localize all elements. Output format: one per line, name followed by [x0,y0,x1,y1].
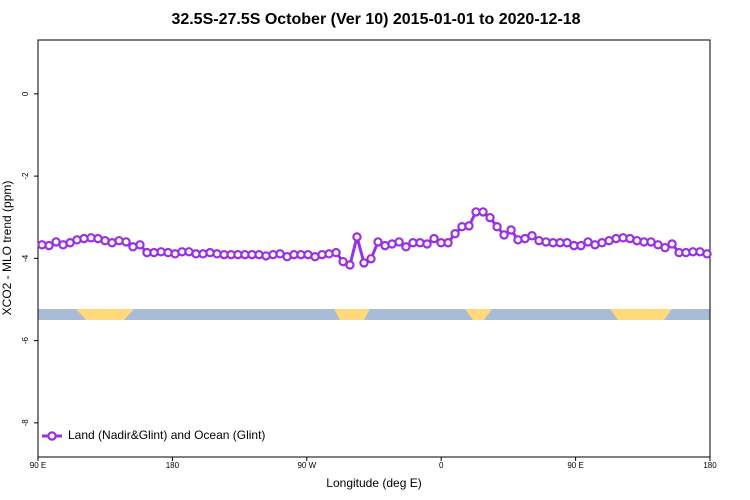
x-tick-label: 180 [703,461,717,470]
data-point [702,249,712,259]
data-point [394,237,404,247]
data-point [499,230,509,240]
legend-marker [47,431,57,441]
ocean-band [38,309,710,320]
chart-title: 32.5S-27.5S October (Ver 10) 2015-01-01 … [171,11,580,28]
land-band [76,309,134,320]
data-point [135,240,145,250]
legend-label: Land (Nadir&Glint) and Ocean (Glint) [68,428,265,442]
data-point [450,228,460,239]
data-point [443,238,453,248]
data-point [660,242,670,253]
data-point [667,239,677,249]
data-point [492,222,502,232]
x-tick-label: 90 E [567,461,583,470]
data-point [373,237,383,247]
data-point [359,258,369,268]
y-tick-label: -8 [21,419,30,427]
data-point [422,239,432,249]
data-point [429,233,439,244]
land-band [334,309,370,320]
y-axis-label: XCO2 - MLO trend (ppm) [0,181,14,316]
data-point [506,225,516,235]
data-point [401,242,411,252]
data-point [121,237,131,247]
data-point [478,207,488,217]
surface-band [38,309,710,320]
data-point [345,260,355,270]
x-tick-label: 90 E [30,461,46,470]
y-tick-label: -4 [21,254,30,262]
data-point [527,231,537,241]
land-band [465,309,492,320]
x-axis-label: Longitude (deg E) [326,476,421,490]
plot-frame [37,39,711,458]
data-point [485,212,495,223]
data-point [331,247,341,258]
data-point [576,240,586,251]
data-point [366,254,376,264]
y-tick-label: 0 [21,91,30,96]
data-point [352,232,362,242]
y-tick-label: -2 [21,172,30,180]
data-point [464,221,474,231]
land-band [610,309,672,320]
data-point [44,240,54,251]
x-tick-label: 90 W [297,461,316,470]
x-tick-label: 0 [439,461,444,470]
x-tick-label: 180 [166,461,180,470]
y-tick-label: -6 [21,337,30,345]
